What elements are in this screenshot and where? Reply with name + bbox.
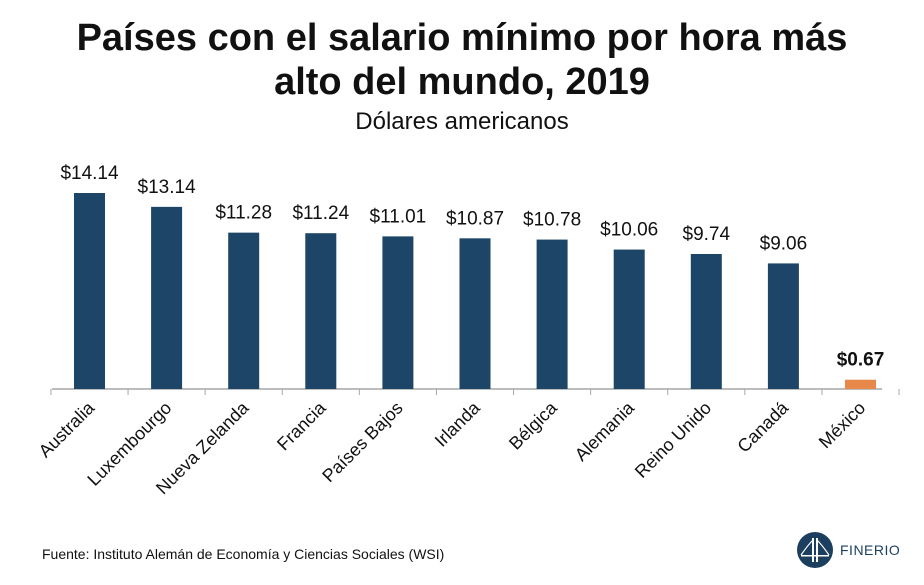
bar (845, 379, 876, 389)
data-label: $11.28 (215, 203, 272, 224)
data-label: $11.24 (292, 203, 349, 224)
category-label: Alemania (571, 397, 639, 465)
data-label: $10.78 (523, 210, 581, 231)
bar (305, 233, 337, 389)
bar (74, 193, 105, 389)
bar (536, 239, 568, 389)
bar (228, 232, 260, 389)
data-label: $14.14 (60, 163, 119, 184)
category-label: Bélgica (505, 397, 562, 454)
brand-logo: FINERIO (796, 530, 900, 570)
bar (459, 238, 491, 389)
data-label: $9.06 (760, 233, 808, 254)
chart-subtitle: Dólares americanos (355, 108, 569, 135)
chart-title-line1: Países con el salario mínimo por hora má… (76, 17, 848, 59)
category-label: Francia (273, 397, 330, 454)
category-label: Países Bajos (318, 398, 406, 486)
brand-name: FINERIO (840, 542, 901, 558)
data-label: $0.67 (837, 350, 885, 371)
chart-title: Países con el salario mínimo por hora má… (0, 16, 924, 104)
bridge-logo-icon (797, 532, 833, 568)
bar (690, 253, 722, 389)
data-label: $11.01 (370, 206, 427, 227)
category-label: México (815, 398, 869, 452)
chart-title-line2: alto del mundo, 2019 (274, 61, 650, 103)
category-label: Reino Unido (631, 398, 715, 482)
data-label: $9.74 (683, 224, 731, 245)
category-label: Australia (35, 397, 99, 461)
source-note: Fuente: Instituto Alemán de Economía y C… (42, 546, 445, 562)
data-label: $13.14 (138, 177, 197, 198)
category-label: Irlanda (431, 397, 485, 451)
bar (613, 249, 645, 389)
bar (382, 236, 414, 389)
bar (767, 263, 799, 389)
bar (151, 206, 183, 389)
data-label: $10.06 (600, 220, 658, 241)
category-label: Canadá (733, 397, 792, 456)
data-label: $10.87 (446, 208, 504, 229)
